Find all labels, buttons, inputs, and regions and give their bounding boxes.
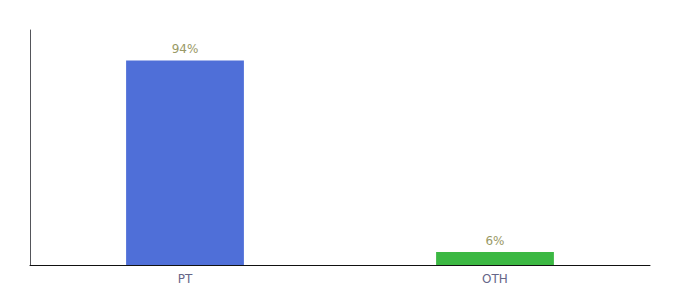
svg-text:OTH: OTH	[482, 272, 508, 286]
svg-text:PT: PT	[178, 272, 193, 286]
svg-text:6%: 6%	[485, 234, 504, 248]
svg-text:94%: 94%	[172, 42, 199, 56]
